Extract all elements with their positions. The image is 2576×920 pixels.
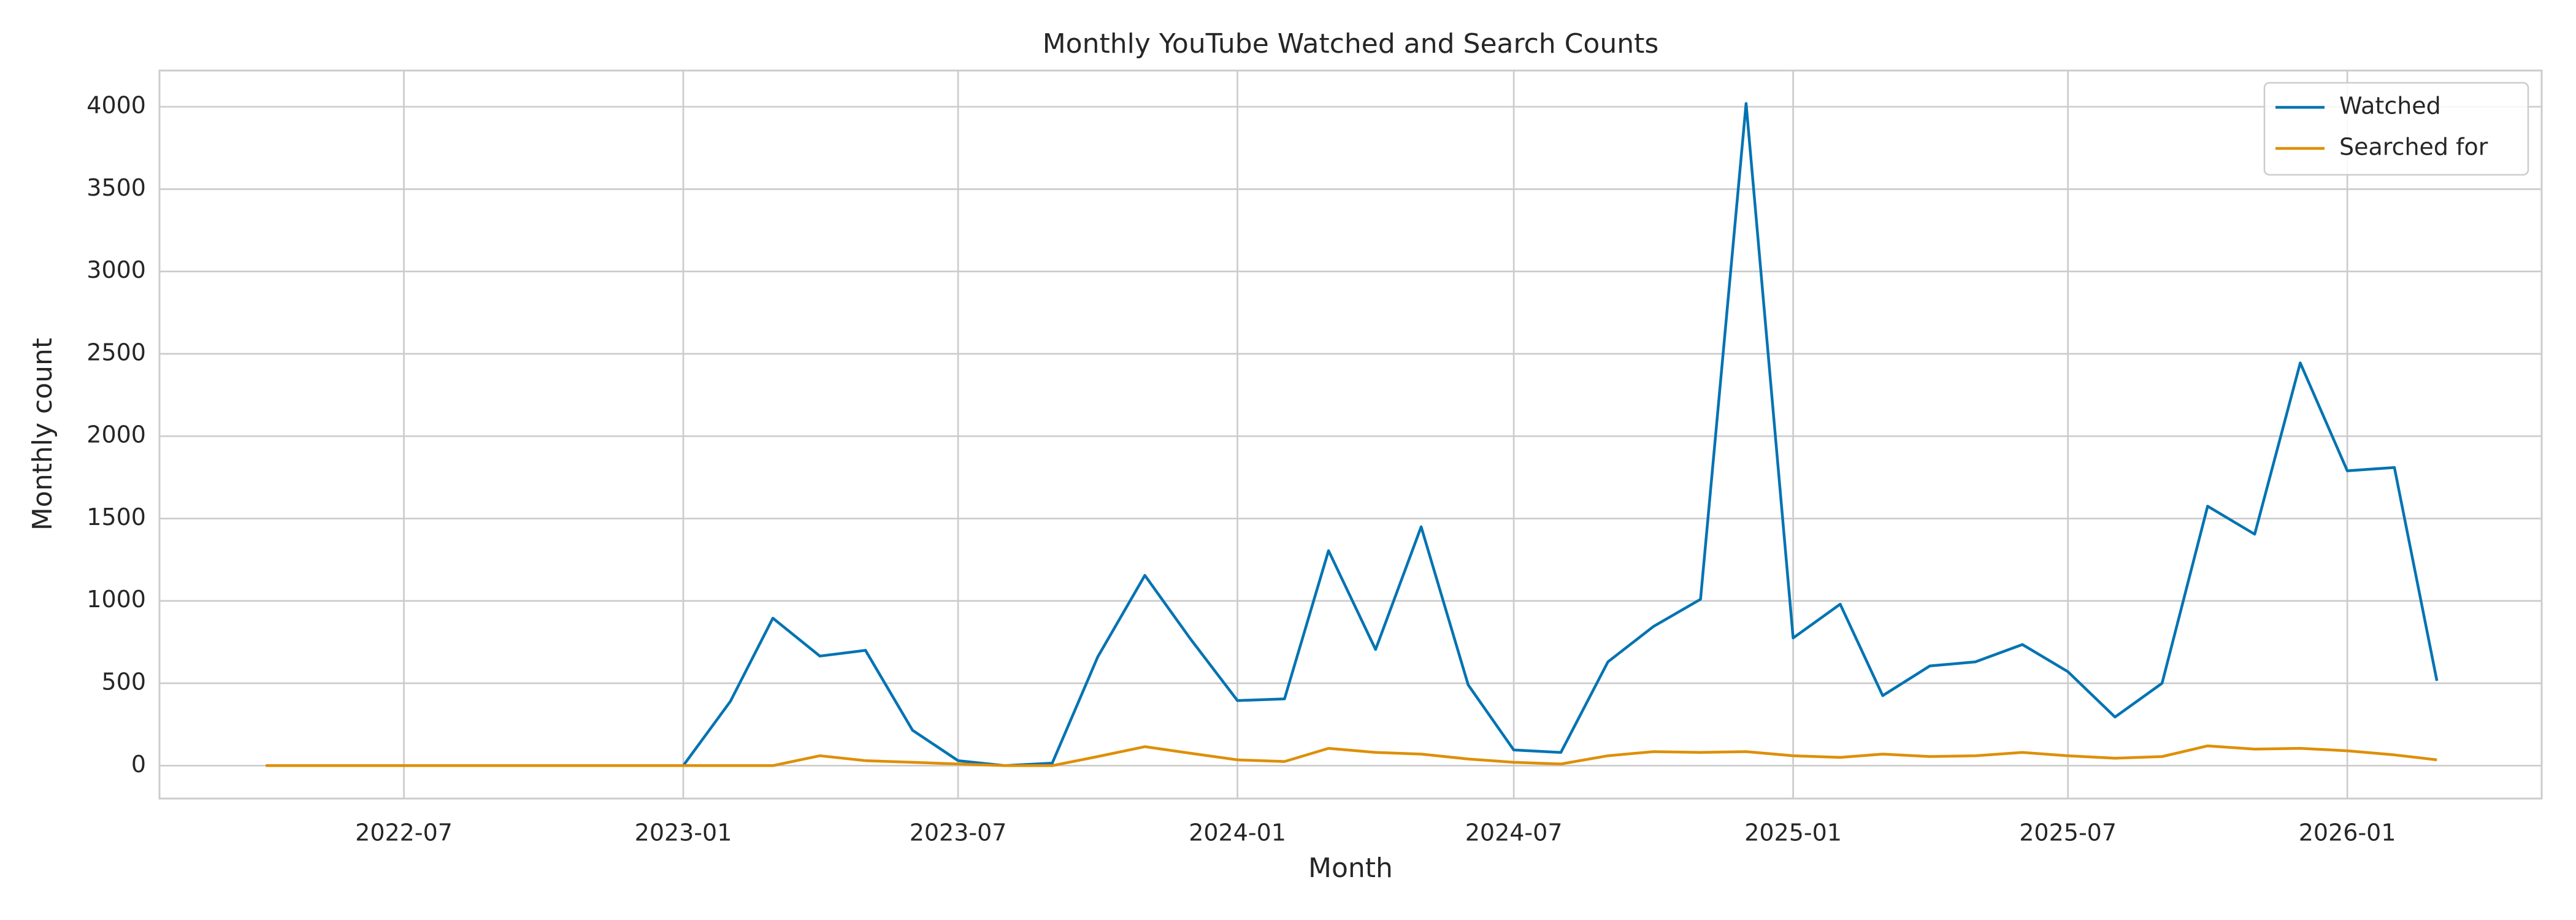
grid (159, 71, 2542, 799)
x-tick-label: 2025-01 (1744, 819, 1842, 846)
y-tick-label: 4000 (86, 92, 146, 119)
y-tick-label: 2000 (86, 421, 146, 448)
legend-box (2263, 82, 2529, 176)
legend-label: Watched (2339, 93, 2441, 120)
x-tick-label: 2026-01 (2299, 819, 2396, 846)
legend-label: Searched for (2339, 134, 2488, 161)
lines (266, 102, 2439, 767)
x-tick-label: 2025-07 (2019, 819, 2117, 846)
x-tick-label: 2024-07 (1465, 819, 1563, 846)
chart-title: Monthly YouTube Watched and Search Count… (1043, 28, 1659, 59)
plot-frame (158, 69, 2543, 800)
y-tick-label: 3000 (86, 256, 146, 283)
y-tick-label: 500 (101, 669, 146, 696)
y-tick-label: 3500 (86, 174, 146, 201)
y-tick-label: 1000 (86, 586, 146, 613)
x-tick-label: 2024-01 (1189, 819, 1286, 846)
x-tick-label: 2023-07 (910, 819, 1007, 846)
y-tick-label: 1500 (86, 504, 146, 531)
y-axis-label: Monthly count (27, 338, 58, 531)
y-tick-label: 2500 (86, 339, 146, 366)
legend: Watched Searched for (2263, 82, 2529, 176)
series-line (266, 744, 2437, 767)
y-tick-label: 0 (131, 751, 146, 778)
x-tick-label: 2023-01 (635, 819, 732, 846)
x-tick-label: 2022-07 (355, 819, 453, 846)
x-axis-label: Month (1308, 853, 1393, 884)
